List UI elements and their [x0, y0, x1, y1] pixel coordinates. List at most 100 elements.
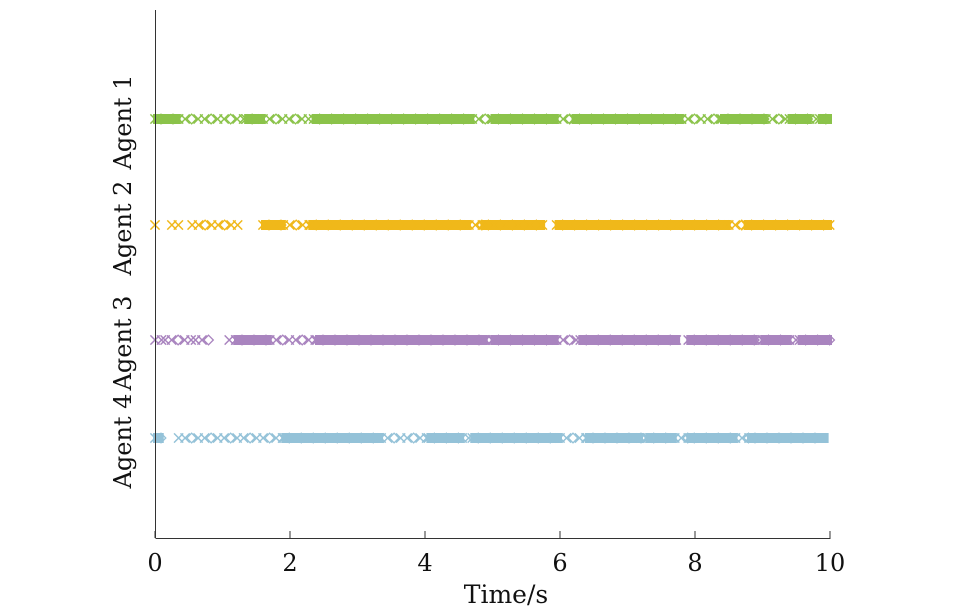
event-marker-diamond [609, 113, 622, 125]
event-marker-cross [380, 113, 391, 125]
event-cluster [571, 114, 684, 124]
event-marker-diamond [418, 219, 430, 231]
event-marker-cross [803, 432, 815, 444]
event-marker-diamond [494, 219, 507, 231]
event-marker-cross [435, 432, 446, 444]
event-marker-cross [196, 334, 208, 346]
x-tick-label: 8 [687, 549, 702, 577]
event-marker-diamond [406, 219, 418, 231]
event-marker-cross [740, 219, 751, 231]
event-marker-cross [683, 219, 694, 231]
event-marker-cross [392, 113, 403, 125]
event-marker-cross [311, 334, 323, 346]
event-marker-diamond [236, 334, 248, 346]
event-marker-diamond [518, 219, 531, 231]
event-marker-cross [511, 334, 522, 346]
event-marker-cross [818, 334, 829, 346]
event-marker-diamond [325, 113, 338, 125]
event-marker-diamond [722, 113, 734, 125]
agent-label: Agent 4 [109, 394, 137, 490]
event-marker-cross [218, 432, 230, 444]
event-marker-cross [257, 432, 269, 444]
event-marker-cross [587, 334, 598, 346]
event-marker-diamond [433, 113, 446, 125]
event-marker-diamond [504, 334, 517, 346]
event-marker-diamond [599, 432, 611, 444]
event-marker-diamond [785, 432, 797, 444]
event-marker-diamond [648, 432, 660, 444]
event-marker-cross [431, 334, 443, 346]
event-marker-cross [467, 432, 478, 444]
event-marker-cross [523, 113, 534, 125]
event-marker-cross [199, 432, 210, 444]
event-marker-diamond [688, 219, 701, 231]
event-marker-cross [371, 334, 383, 346]
event-marker-diamond [657, 113, 670, 125]
agent-label: Agent 1 [109, 75, 137, 171]
event-marker-cross [212, 219, 224, 231]
event-marker-cross [401, 219, 412, 231]
agent-label: Agent 3 [109, 296, 137, 392]
event-marker-diamond [388, 432, 400, 444]
event-marker-cross [271, 334, 282, 346]
event-marker-cross [781, 334, 792, 346]
event-cluster [480, 220, 546, 230]
event-marker-diamond [652, 219, 665, 231]
x-axis-label: Time/s [464, 580, 548, 609]
event-marker-cross [537, 219, 548, 231]
event-marker-diamond [317, 334, 329, 346]
event-marker-cross [335, 334, 347, 346]
event-marker-cross [806, 334, 817, 346]
event-cluster [308, 220, 471, 230]
event-marker-cross [695, 334, 706, 346]
event-marker-cross [728, 113, 740, 125]
event-marker-cross [368, 113, 379, 125]
event-marker-diamond [155, 113, 167, 125]
event-marker-diamond [688, 334, 700, 346]
x-tick-label: 4 [417, 549, 432, 577]
event-marker-cross [580, 113, 591, 125]
event-marker-diamond [508, 432, 520, 444]
event-marker-diamond [337, 113, 350, 125]
event-marker-cross [382, 432, 393, 444]
event-marker-diamond [664, 334, 676, 346]
event-marker-diamond [263, 219, 275, 231]
event-marker-diamond [397, 113, 410, 125]
event-marker-cross [347, 334, 359, 346]
event-cluster [686, 335, 758, 345]
event-marker-cross [486, 113, 497, 125]
event-marker-diamond [461, 334, 473, 346]
event-marker-diamond [645, 113, 658, 125]
event-marker-cross [421, 432, 432, 444]
event-marker-diamond [341, 334, 353, 346]
event-marker-cross [230, 334, 241, 346]
event-marker-diamond [604, 219, 617, 231]
event-marker-diamond [516, 113, 529, 125]
event-marker-diamond [669, 113, 682, 125]
event-marker-cross [240, 113, 252, 125]
event-marker-diamond [385, 113, 398, 125]
event-marker-cross [551, 219, 562, 231]
event-cluster [470, 433, 562, 443]
event-marker-cross [323, 334, 335, 346]
event-marker-diamond [504, 113, 517, 125]
event-marker-diamond [425, 334, 437, 346]
event-marker-diamond [361, 113, 374, 125]
event-marker-diamond [358, 219, 370, 231]
event-marker-cross [356, 113, 367, 125]
event-marker-cross [326, 432, 337, 444]
event-marker-cross [547, 113, 558, 125]
event-marker-diamond [307, 432, 319, 444]
event-marker-diamond [757, 219, 770, 231]
event-marker-cross [652, 113, 663, 125]
event-marker-cross [664, 113, 675, 125]
event-marker-diamond [202, 334, 215, 346]
event-cluster [747, 433, 829, 443]
event-marker-diamond [616, 334, 628, 346]
event-marker-cross [755, 432, 767, 444]
event-marker-diamond [172, 334, 184, 346]
event-marker-diamond [473, 334, 485, 346]
event-marker-cross [695, 432, 706, 444]
event-marker-cross [796, 113, 807, 125]
event-marker-cross [329, 219, 340, 231]
